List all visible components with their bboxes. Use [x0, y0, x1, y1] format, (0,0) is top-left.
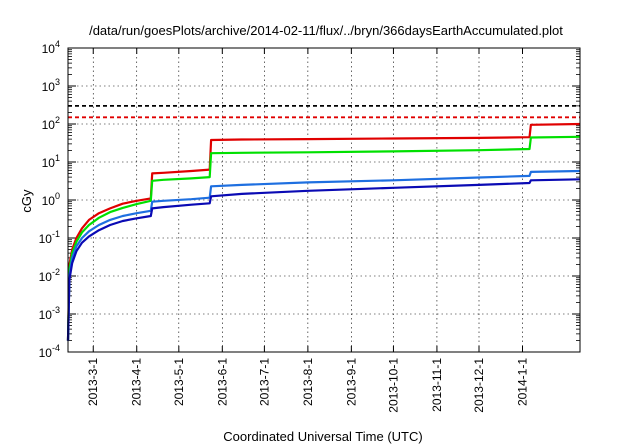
x-tick-label: 2013-8-1	[301, 358, 315, 406]
y-tick-label: 100	[42, 191, 60, 208]
plot-area: 2013-3-1 2013-4-1 2013-5-1 2013-6-1 2013-7-1…	[39, 39, 581, 413]
y-tick-label: 10-3	[39, 305, 60, 322]
x-tick-label: 2013-9-1	[344, 358, 358, 406]
x-tick-label: 2013-12-1	[472, 358, 486, 413]
x-tick-label: 2013-11-1	[430, 358, 444, 412]
x-tick-label: 2013-4-1	[130, 358, 144, 406]
y-tick-label: 10-4	[39, 343, 60, 360]
y-tick-label: 101	[42, 153, 60, 170]
x-tick-label: 2013-7-1	[257, 358, 271, 406]
series-line	[66, 122, 581, 341]
x-axis-label: Coordinated Universal Time (UTC)	[223, 429, 422, 444]
series-line	[66, 169, 581, 341]
x-tick-label: 2013-10-1	[386, 358, 400, 413]
x-tick-label: 2014-1-1	[515, 358, 529, 406]
y-tick-label: 103	[42, 77, 60, 94]
y-tick-label: 104	[42, 39, 60, 56]
y-tick-label: 102	[42, 115, 60, 132]
plot-frame	[67, 47, 581, 353]
chart-title: /data/run/goesPlots/archive/2014-02-11/f…	[89, 23, 563, 38]
x-tick-label: 2013-6-1	[215, 358, 229, 406]
y-axis-label: cGy	[19, 189, 34, 213]
series-line	[66, 178, 581, 341]
x-tick-label: 2013-3-1	[86, 358, 100, 406]
y-tick-label: 10-1	[39, 229, 60, 246]
y-tick-label: 10-2	[39, 267, 60, 284]
x-tick-label: 2013-5-1	[172, 358, 186, 406]
series-line	[66, 135, 581, 341]
